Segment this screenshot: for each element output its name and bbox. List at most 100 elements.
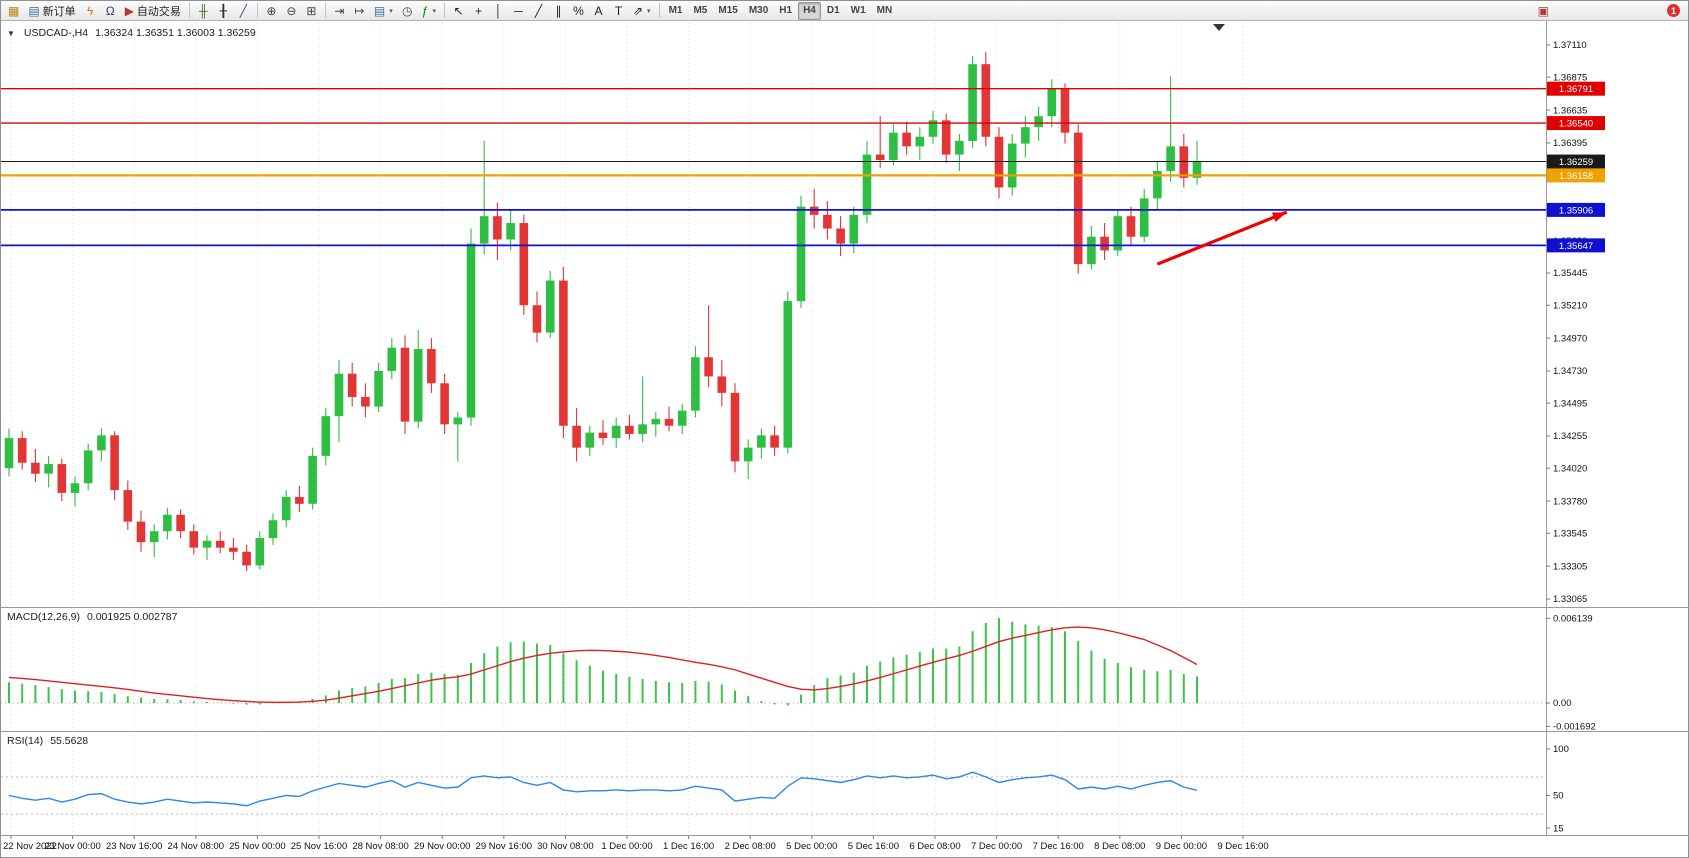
news-icon[interactable]: ▣ <box>1537 3 1549 18</box>
vertical-line-tool-button[interactable]: │ <box>489 2 508 20</box>
expert-advisors-button[interactable]: ϟ <box>81 2 100 20</box>
shapes-menu-button[interactable]: ⇗ ▾ <box>629 2 655 20</box>
line-chart-mode-icon: ╱ <box>239 3 248 18</box>
timeframe-w1[interactable]: W1 <box>850 5 866 16</box>
chart-shift-button[interactable]: ↦ <box>350 2 369 20</box>
fibonacci-tool-button[interactable]: % <box>569 2 588 20</box>
label-tool-icon: T <box>614 3 623 18</box>
rsi-value: 55.5628 <box>50 735 89 747</box>
timeframe-m5[interactable]: M5 <box>693 5 708 16</box>
svg-text:1.34730: 1.34730 <box>1553 366 1587 377</box>
timeframe-m15[interactable]: M15 <box>718 5 738 16</box>
candlesticks <box>4 51 1202 571</box>
tile-windows-button[interactable]: ⊞ <box>302 2 321 20</box>
main-toolbar: ▦ ▤ 新订单 ϟ Ω ▶ 自动交易 ╫ ╂ ╱ ⊕ ⊖ ⊞ ⇥ ↦ ▤ ▾ ◷ ƒ ▾ ↖ + │ ─ ╱ ∥% A T ⇗ ▾ M1 M5… <box>1 1 1688 21</box>
svg-text:1.37110: 1.37110 <box>1553 40 1587 51</box>
symbol-period-label: USDCAD-,H4 <box>23 27 89 39</box>
market-watch-icon: Ω <box>105 3 115 18</box>
svg-text:1.34495: 1.34495 <box>1553 398 1587 409</box>
crosshair-tool-icon: + <box>474 3 482 18</box>
auto-trading-icon: ▶ <box>124 3 134 18</box>
svg-text:1 Dec 16:00: 1 Dec 16:00 <box>663 841 714 852</box>
timeframe-mn[interactable]: MN <box>876 5 893 16</box>
svg-text:1.36875: 1.36875 <box>1553 72 1587 83</box>
text-tool-icon: A <box>594 3 603 18</box>
timeframe-h4[interactable]: H4 <box>798 1 821 20</box>
macd-title: MACD(12,26,9) <box>7 611 80 623</box>
candlestick-mode-icon: ╂ <box>219 3 228 18</box>
auto-scroll-icon: ⇥ <box>334 3 345 18</box>
chart-canvas[interactable]: 1.371101.368751.366351.363951.361551.359… <box>1 21 1689 858</box>
cursor-tool-button[interactable]: ↖ <box>449 2 468 20</box>
auto-trading-button[interactable]: ▶ 自动交易 <box>121 2 185 20</box>
shapes-menu-icon: ⇗ <box>632 3 644 18</box>
svg-text:1.33305: 1.33305 <box>1553 561 1587 572</box>
new-order-button[interactable]: ▤ 新订单 <box>24 2 79 20</box>
line-chart-mode-button[interactable]: ╱ <box>234 2 253 20</box>
svg-text:25 Nov 00:00: 25 Nov 00:00 <box>229 841 286 852</box>
svg-text:29 Nov 00:00: 29 Nov 00:00 <box>414 841 471 852</box>
one-click-trading-toggle[interactable]: ▼ <box>7 28 15 38</box>
indicators-menu-button[interactable]: ƒ ▾ <box>418 2 440 20</box>
rsi-line <box>8 771 1198 807</box>
new-order-menu-caret-icon: ▾ <box>389 7 393 15</box>
toolbar-separator <box>658 3 660 18</box>
indicators-menu-icon: ƒ <box>421 3 429 18</box>
crosshair-tool-button[interactable]: + <box>469 2 488 20</box>
timeframe-m30[interactable]: M30 <box>748 5 769 16</box>
svg-text:24 Nov 08:00: 24 Nov 08:00 <box>168 841 225 852</box>
svg-text:1.35906: 1.35906 <box>1559 205 1593 216</box>
timeframe-m1[interactable]: M1 <box>668 5 683 16</box>
svg-text:1.35210: 1.35210 <box>1553 300 1587 311</box>
svg-text:1.36395: 1.36395 <box>1553 138 1587 149</box>
new-chart-button[interactable]: ▦ <box>4 2 23 20</box>
rsi-header: RSI(14) 55.5628 <box>7 735 88 747</box>
svg-text:1.36540: 1.36540 <box>1559 119 1593 130</box>
svg-text:7 Dec 00:00: 7 Dec 00:00 <box>971 841 1022 852</box>
macd-indicator <box>1 618 1546 706</box>
svg-text:1.33065: 1.33065 <box>1553 594 1587 605</box>
panel-separators[interactable] <box>1 21 1689 836</box>
horizontal-line-tool-button[interactable]: ─ <box>509 2 528 20</box>
timeframe-d1[interactable]: D1 <box>826 5 840 16</box>
zoom-in-icon: ⊕ <box>266 3 277 18</box>
macd-header: MACD(12,26,9) 0.001925 0.002787 <box>7 611 177 623</box>
svg-text:1.34970: 1.34970 <box>1553 333 1587 344</box>
candlestick-mode-button[interactable]: ╂ <box>214 2 233 20</box>
chart-shift-marker-icon[interactable] <box>1213 24 1225 31</box>
market-watch-button[interactable]: Ω <box>101 2 120 20</box>
timeframe-h1[interactable]: H1 <box>779 5 793 16</box>
new-chart-icon: ▦ <box>8 3 20 18</box>
channel-tool-button[interactable]: ∥ <box>549 2 568 20</box>
svg-text:25 Nov 16:00: 25 Nov 16:00 <box>291 841 348 852</box>
svg-text:100: 100 <box>1553 744 1569 755</box>
text-tool-button[interactable]: A <box>589 2 608 20</box>
label-tool-button[interactable]: T <box>609 2 628 20</box>
shapes-menu-caret-icon: ▾ <box>647 7 651 15</box>
svg-text:50: 50 <box>1553 791 1564 802</box>
svg-text:8 Dec 08:00: 8 Dec 08:00 <box>1094 841 1145 852</box>
trend-arrow[interactable] <box>1156 210 1288 266</box>
auto-scroll-button[interactable]: ⇥ <box>330 2 349 20</box>
bar-chart-mode-icon: ╫ <box>199 3 208 18</box>
zoom-in-button[interactable]: ⊕ <box>262 2 281 20</box>
zoom-out-icon: ⊖ <box>286 3 297 18</box>
rsi-title: RSI(14) <box>7 735 44 747</box>
macd-values: 0.001925 0.002787 <box>86 611 178 623</box>
svg-text:1.35445: 1.35445 <box>1553 268 1587 279</box>
channel-tool-icon: ∥ <box>555 3 562 18</box>
new-order-label: 新订单 <box>42 5 76 18</box>
fibonacci-tool-icon: % <box>573 3 584 18</box>
trendline-tool-button[interactable]: ╱ <box>529 2 548 20</box>
ohlc-quote: 1.36324 1.36351 1.36003 1.36259 <box>95 27 256 39</box>
indicators-menu-caret-icon: ▾ <box>432 7 436 15</box>
notification-badge[interactable]: 1 <box>1667 4 1680 17</box>
svg-text:28 Nov 08:00: 28 Nov 08:00 <box>352 841 409 852</box>
bar-chart-mode-button[interactable]: ╫ <box>194 2 213 20</box>
svg-text:2 Dec 08:00: 2 Dec 08:00 <box>725 841 776 852</box>
period-clock-button[interactable]: ◷ <box>398 2 417 20</box>
new-order-menu-button[interactable]: ▤ ▾ <box>370 2 397 20</box>
zoom-out-button[interactable]: ⊖ <box>282 2 301 20</box>
svg-text:1.36791: 1.36791 <box>1559 84 1593 95</box>
